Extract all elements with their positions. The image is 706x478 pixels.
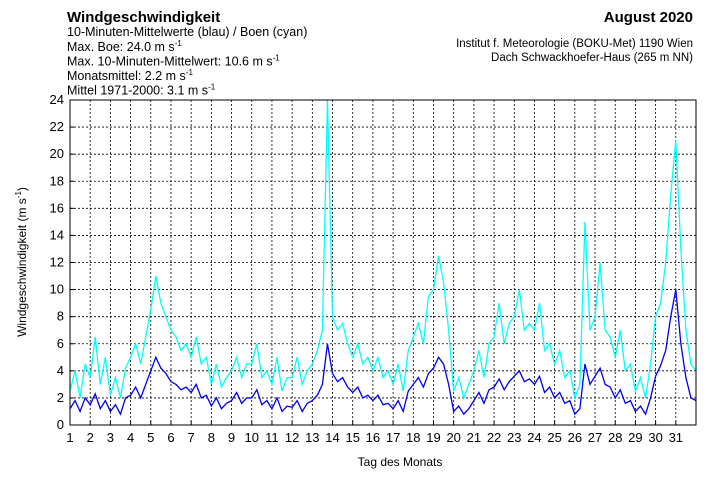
x-tick-label: 22	[487, 430, 501, 445]
x-tick-label: 14	[325, 430, 339, 445]
annotation-sup: -1	[208, 83, 216, 92]
y-tick-label: 2	[57, 390, 64, 405]
x-tick-label: 30	[648, 430, 662, 445]
x-tick-label: 5	[147, 430, 154, 445]
y-tick-label: 6	[57, 336, 64, 351]
y-tick-label: 20	[50, 146, 64, 161]
chart-title: Windgeschwindigkeit	[67, 9, 220, 26]
x-tick-label: 3	[107, 430, 114, 445]
x-tick-label: 1	[66, 430, 73, 445]
x-tick-label: 10	[245, 430, 259, 445]
x-tick-label: 24	[527, 430, 541, 445]
y-tick-label: 0	[57, 417, 64, 432]
source: Institut f. Meteorologie (BOKU-Met) 1190…	[456, 38, 693, 50]
x-tick-label: 9	[228, 430, 235, 445]
x-tick-label: 13	[305, 430, 319, 445]
y-tick-label: 24	[50, 92, 64, 107]
x-tick-label: 18	[406, 430, 420, 445]
annotation-sup: -1	[186, 68, 194, 77]
y-axis-label-text: Windgeschwindigkeit (m s	[15, 198, 29, 337]
x-tick-label: 26	[568, 430, 582, 445]
y-axis-label-end: )	[15, 187, 29, 191]
x-tick-label: 7	[188, 430, 195, 445]
y-tick-label: 22	[50, 119, 64, 134]
y-tick-label: 12	[50, 255, 64, 270]
x-tick-label: 31	[669, 430, 683, 445]
plot-frame	[69, 99, 697, 426]
annotation: Mittel 1971-2000: 3.1 m s-1	[67, 83, 216, 98]
y-tick-label: 10	[50, 282, 64, 297]
annotation-text: Monatsmittel: 2.2 m s	[67, 69, 186, 83]
x-axis-label: Tag des Monats	[358, 455, 443, 469]
x-tick-label: 21	[467, 430, 481, 445]
annotation: Max. Boe: 24.0 m s-1	[67, 39, 182, 54]
x-tick-label: 4	[127, 430, 134, 445]
x-tick-label: 25	[547, 430, 561, 445]
x-tick-label: 28	[608, 430, 622, 445]
y-axis-label-sup: -1	[14, 191, 23, 199]
period: August 2020	[604, 9, 693, 26]
y-tick-label: 8	[57, 309, 64, 324]
annotation-text: Mittel 1971-2000: 3.1 m s	[67, 84, 208, 98]
x-tick-label: 20	[446, 430, 460, 445]
chart-subtitle: 10-Minuten-Mittelwerte (blau) / Boen (cy…	[67, 25, 307, 39]
y-tick-label: 16	[50, 200, 64, 215]
x-tick-label: 23	[507, 430, 521, 445]
x-tick-label: 19	[426, 430, 440, 445]
x-tick-label: 15	[345, 430, 359, 445]
x-tick-label: 8	[208, 430, 215, 445]
y-tick-label: 18	[50, 173, 64, 188]
y-tick-label: 14	[50, 227, 64, 242]
source: Dach Schwackhoefer-Haus (265 m NN)	[491, 52, 693, 64]
annotation-text: Max. 10-Minuten-Mittelwert: 10.6 m s	[67, 55, 273, 69]
y-tick-label: 4	[57, 363, 64, 378]
y-axis-label: Windgeschwindigkeit (m s-1)	[14, 187, 29, 337]
x-tick-label: 17	[386, 430, 400, 445]
annotation: Max. 10-Minuten-Mittelwert: 10.6 m s-1	[67, 54, 280, 69]
x-tick-label: 2	[87, 430, 94, 445]
x-tick-label: 6	[167, 430, 174, 445]
x-tick-label: 12	[285, 430, 299, 445]
annotation-sup: -1	[175, 39, 183, 48]
series-line	[69, 99, 697, 401]
series-line	[69, 289, 697, 416]
x-tick-label: 16	[366, 430, 380, 445]
x-tick-label: 27	[588, 430, 602, 445]
annotation-text: Max. Boe: 24.0 m s	[67, 40, 175, 54]
x-tick-label: 29	[628, 430, 642, 445]
annotation-sup: -1	[273, 54, 281, 63]
annotation: Monatsmittel: 2.2 m s-1	[67, 68, 193, 83]
x-tick-label: 11	[265, 430, 279, 445]
